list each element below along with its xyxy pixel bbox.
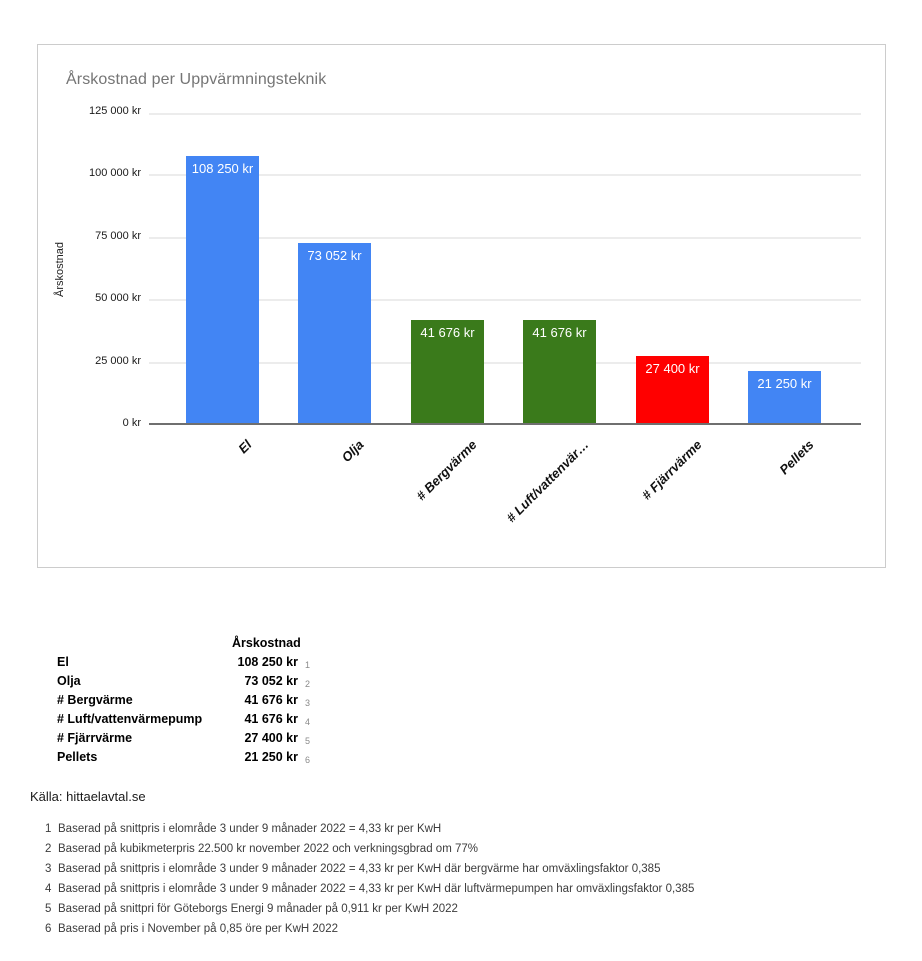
footnote: 5 Baserad på snittpri för Göteborgs Ener… bbox=[45, 903, 694, 915]
row-footnote-ref: 4 bbox=[305, 716, 311, 727]
x-tick-label: # Bergvärme bbox=[413, 437, 480, 504]
table-row: El 108 250 kr 1 bbox=[57, 652, 316, 671]
x-tick-label: # Fjärrvärme bbox=[638, 437, 705, 503]
row-footnote-ref: 6 bbox=[305, 754, 311, 765]
y-tick-label: 50 000 kr bbox=[95, 292, 141, 304]
x-tick-label: Pellets bbox=[776, 437, 817, 478]
row-footnote-ref: 2 bbox=[305, 678, 311, 689]
footnote-number: 1 bbox=[45, 823, 52, 835]
bar-value-label: 108 250 kr bbox=[191, 161, 254, 177]
footnote-number: 5 bbox=[45, 903, 52, 915]
row-label: # Luft/vattenvärmepump bbox=[57, 711, 203, 726]
row-footnote-ref: 3 bbox=[305, 697, 311, 708]
row-label: Olja bbox=[57, 673, 81, 688]
bar-fjarrvarme[interactable]: 27 400 kr bbox=[636, 355, 709, 423]
x-axis-line bbox=[149, 423, 861, 425]
bar-el[interactable]: 108 250 kr bbox=[186, 156, 259, 423]
footnote-number: 2 bbox=[45, 843, 52, 855]
row-label: El bbox=[57, 654, 69, 669]
y-tick-label: 125 000 kr bbox=[89, 105, 141, 117]
table-row: # Luft/vattenvärmepump 41 676 kr 4 bbox=[57, 709, 316, 728]
gridline bbox=[149, 113, 861, 115]
footnote-text: Baserad på kubikmeterpris 22.500 kr nove… bbox=[58, 843, 478, 855]
bar-bergvarme[interactable]: 41 676 kr bbox=[411, 320, 484, 423]
footnote: 6 Baserad på pris i November på 0,85 öre… bbox=[45, 923, 694, 935]
row-label: # Fjärrvärme bbox=[57, 730, 133, 745]
footnote: 3 Baserad på snittpris i elområde 3 unde… bbox=[45, 863, 694, 875]
bar-value-label: 73 052 kr bbox=[307, 248, 362, 263]
plot-area: 125 000 kr 100 000 kr 75 000 kr 50 000 k… bbox=[89, 105, 861, 525]
footnote-text: Baserad på snittpris i elområde 3 under … bbox=[58, 823, 442, 835]
footnote-text: Baserad på snittpri för Göteborgs Energi… bbox=[58, 903, 458, 915]
table-row: Pellets 21 250 kr 6 bbox=[57, 747, 316, 766]
y-tick-label: 75 000 kr bbox=[95, 230, 141, 242]
bar-value-label: 21 250 kr bbox=[757, 375, 812, 391]
footnote-number: 6 bbox=[45, 923, 52, 935]
footnote-number: 3 bbox=[45, 863, 52, 875]
y-tick-label: 25 000 kr bbox=[95, 355, 141, 367]
x-tick-label: # Luft/vattenvär… bbox=[503, 437, 592, 526]
row-value: 73 052 kr bbox=[244, 673, 298, 688]
footnotes-list: 1 Baserad på snittpris i elområde 3 unde… bbox=[45, 823, 694, 943]
footnote-number: 4 bbox=[45, 883, 52, 895]
row-label: # Bergvärme bbox=[57, 692, 133, 707]
gridline bbox=[149, 362, 861, 364]
table-header-row: Årskostnad bbox=[57, 633, 316, 652]
footnote: 1 Baserad på snittpris i elområde 3 unde… bbox=[45, 823, 694, 835]
x-tick-label: El bbox=[235, 437, 255, 457]
footnote: 2 Baserad på kubikmeterpris 22.500 kr no… bbox=[45, 843, 694, 855]
row-value: 27 400 kr bbox=[244, 730, 298, 745]
bar-luft-vattenvarmepump[interactable]: 41 676 kr bbox=[523, 320, 596, 423]
footnote-text: Baserad på pris i November på 0,85 öre p… bbox=[58, 923, 338, 935]
table-row: # Fjärrvärme 27 400 kr 5 bbox=[57, 728, 316, 747]
row-value: 41 676 kr bbox=[244, 692, 298, 707]
y-tick-label: 0 kr bbox=[122, 417, 141, 429]
source-text: Källa: hittaelavtal.se bbox=[30, 789, 146, 804]
chart-title: Årskostnad per Uppvärmningsteknik bbox=[66, 71, 327, 88]
bar-value-label: 41 676 kr bbox=[532, 325, 587, 341]
row-label: Pellets bbox=[57, 749, 98, 764]
row-footnote-ref: 1 bbox=[305, 659, 311, 670]
row-value: 21 250 kr bbox=[244, 749, 298, 764]
x-tick-label: Olja bbox=[338, 437, 367, 465]
footnote: 4 Baserad på snittpris i elområde 3 unde… bbox=[45, 883, 694, 895]
table-header: Årskostnad bbox=[232, 635, 301, 650]
bar-olja[interactable]: 73 052 kr bbox=[298, 243, 371, 423]
y-axis-title: Årskostnad bbox=[54, 241, 66, 297]
row-value: 108 250 kr bbox=[237, 654, 298, 669]
row-footnote-ref: 5 bbox=[305, 735, 311, 746]
y-tick-label: 100 000 kr bbox=[89, 167, 141, 179]
bar-value-label: 41 676 kr bbox=[420, 325, 475, 341]
summary-table: Årskostnad El 108 250 kr 1 Olja 73 052 k… bbox=[57, 633, 316, 766]
table-row: Olja 73 052 kr 2 bbox=[57, 671, 316, 690]
gridline bbox=[149, 174, 861, 176]
bar-value-label: 27 400 kr bbox=[645, 360, 700, 376]
gridline bbox=[149, 237, 861, 239]
gridline bbox=[149, 299, 861, 301]
table-row: # Bergvärme 41 676 kr 3 bbox=[57, 690, 316, 709]
chart-card: Årskostnad per Uppvärmningsteknik Årskos… bbox=[37, 44, 886, 568]
row-value: 41 676 kr bbox=[244, 711, 298, 726]
footnote-text: Baserad på snittpris i elområde 3 under … bbox=[58, 863, 661, 875]
bar-pellets[interactable]: 21 250 kr bbox=[748, 370, 821, 423]
footnote-text: Baserad på snittpris i elområde 3 under … bbox=[58, 883, 695, 895]
